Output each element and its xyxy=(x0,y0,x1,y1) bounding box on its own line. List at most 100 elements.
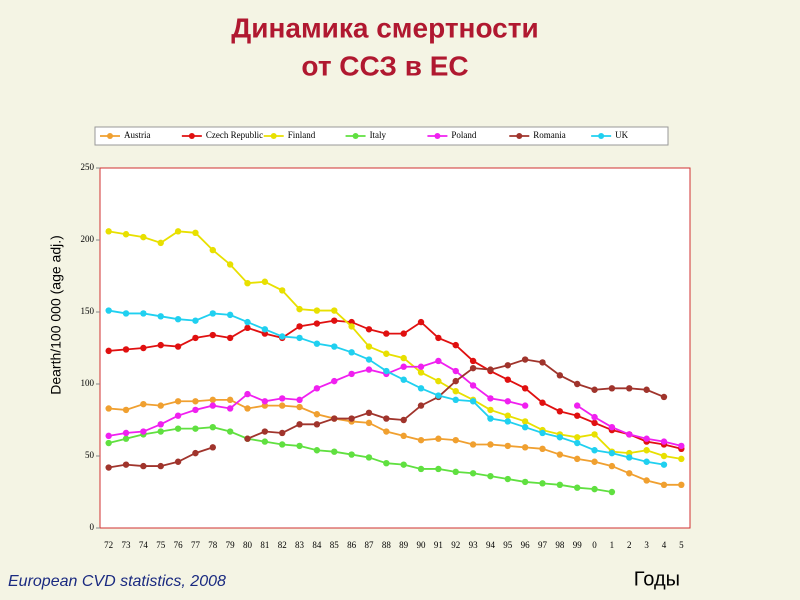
point xyxy=(209,424,216,431)
point xyxy=(400,363,407,370)
point xyxy=(365,343,373,350)
point xyxy=(313,340,321,347)
x-tick-label: 88 xyxy=(382,540,392,550)
point xyxy=(279,287,286,294)
point xyxy=(331,448,338,455)
point xyxy=(660,481,668,488)
point xyxy=(122,429,130,437)
point xyxy=(608,385,616,392)
point xyxy=(521,385,529,392)
point xyxy=(348,370,355,378)
point xyxy=(504,442,511,450)
point xyxy=(122,435,130,442)
point xyxy=(244,324,251,332)
point xyxy=(140,400,147,408)
point xyxy=(626,385,633,392)
legend-label: Romania xyxy=(533,130,566,140)
point xyxy=(209,246,216,254)
point xyxy=(400,432,407,440)
point xyxy=(469,382,477,389)
point xyxy=(105,439,112,447)
point xyxy=(469,364,477,372)
x-tick-label: 87 xyxy=(364,540,374,550)
point xyxy=(313,307,321,314)
x-tick-label: 82 xyxy=(278,540,287,550)
point xyxy=(365,326,373,333)
point xyxy=(452,388,459,395)
point xyxy=(105,432,112,440)
x-tick-label: 84 xyxy=(312,540,322,550)
point xyxy=(174,412,182,419)
point xyxy=(244,318,251,326)
point xyxy=(279,402,286,409)
point xyxy=(435,465,442,473)
point xyxy=(192,425,199,432)
point xyxy=(140,344,147,352)
point xyxy=(226,428,234,435)
point xyxy=(626,431,633,438)
point xyxy=(469,441,477,448)
point xyxy=(539,429,546,437)
point xyxy=(313,447,321,454)
point xyxy=(660,393,668,401)
x-tick-label: 90 xyxy=(417,540,427,550)
point xyxy=(626,454,633,461)
point xyxy=(313,320,321,327)
legend-swatch xyxy=(516,133,523,139)
point xyxy=(174,425,182,432)
point xyxy=(174,343,182,350)
x-tick-label: 80 xyxy=(243,540,253,550)
point xyxy=(400,354,407,362)
point xyxy=(608,488,616,496)
point xyxy=(226,311,234,319)
point xyxy=(643,386,650,393)
x-axis-label: Годы xyxy=(634,568,680,590)
point xyxy=(383,367,390,375)
x-tick-label: 89 xyxy=(399,540,409,550)
legend-label: Italy xyxy=(370,130,387,140)
point xyxy=(660,438,668,445)
point xyxy=(608,462,616,470)
point xyxy=(504,418,511,425)
point xyxy=(452,377,459,385)
y-tick-label: 150 xyxy=(81,306,95,316)
point xyxy=(157,421,164,428)
x-tick-label: 74 xyxy=(139,540,149,550)
point xyxy=(226,334,234,342)
point xyxy=(296,403,303,411)
x-tick-label: 98 xyxy=(555,540,565,550)
legend xyxy=(94,126,669,146)
point xyxy=(226,396,234,404)
y-tick-label: 50 xyxy=(85,450,95,460)
point xyxy=(157,341,164,349)
point xyxy=(140,428,147,435)
x-tick-label: 93 xyxy=(469,540,479,550)
point xyxy=(452,436,459,444)
point xyxy=(556,372,564,379)
point xyxy=(643,458,650,465)
point xyxy=(591,431,598,438)
point xyxy=(417,369,425,376)
point xyxy=(313,385,321,392)
point xyxy=(487,366,494,373)
point xyxy=(574,455,581,463)
legend-swatch xyxy=(188,133,195,139)
source: European CVD statistics, 2008 xyxy=(8,573,226,590)
point xyxy=(591,458,598,465)
x-tick-label: 75 xyxy=(156,540,166,550)
x-tick-label: 5 xyxy=(679,540,684,550)
legend-label: Finland xyxy=(288,130,316,140)
point xyxy=(192,449,199,457)
point xyxy=(192,229,199,236)
point xyxy=(591,413,598,421)
point xyxy=(487,441,494,448)
point xyxy=(331,307,338,314)
point xyxy=(209,402,216,409)
point xyxy=(435,357,442,365)
point xyxy=(521,444,529,451)
x-tick-label: 96 xyxy=(521,540,531,550)
point xyxy=(157,428,164,435)
chart-title: Динамика смертности xyxy=(231,12,538,43)
point xyxy=(400,416,407,424)
